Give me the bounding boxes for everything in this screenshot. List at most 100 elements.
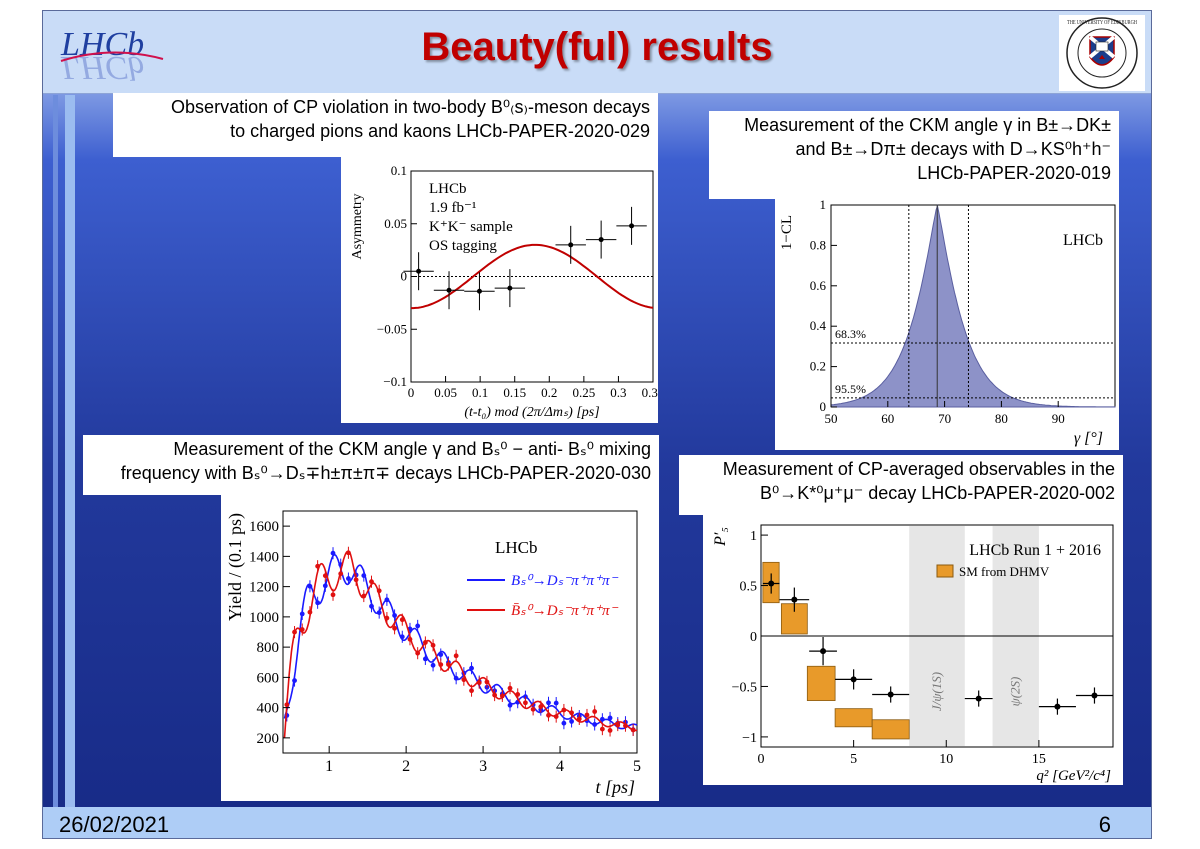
y-tick-label: −1 (742, 731, 757, 746)
data-point (607, 715, 613, 721)
data-point (598, 237, 604, 243)
x-tick-label: 70 (938, 411, 951, 426)
data-point (569, 710, 574, 716)
decorative-bar (65, 95, 75, 835)
mixing-chart: 1 2 3 4 5 200 400 600 800 1000 1200 1400 1600 LHCb Bₛ⁰… (225, 510, 641, 797)
x-tick-label: 0 (408, 385, 415, 400)
legend-title: LHCb (495, 538, 538, 557)
page-number: 6 (1098, 812, 1111, 837)
y-tick-label: 0 (401, 269, 408, 284)
slide: LHCb LHCb Beauty(ful) results THE UNIVER… (42, 10, 1152, 839)
caption-line: B⁰→K*⁰μ⁺μ⁻ decay LHCb-PAPER-2020-002 (760, 483, 1115, 503)
data-point (307, 583, 313, 589)
lhcb-logo-graphic: LHCb LHCb (60, 26, 164, 86)
data-point (569, 719, 574, 724)
legend-text: 1.9 fb⁻¹ (429, 200, 476, 216)
data-point (561, 720, 567, 726)
x-tick-label: 15 (1032, 752, 1046, 767)
data-point (430, 662, 436, 668)
data-point (299, 627, 305, 632)
data-point (515, 692, 521, 697)
x-tick-label: 50 (825, 411, 838, 426)
caption-line: Measurement of CP-averaged observables i… (722, 459, 1115, 479)
data-point (446, 662, 451, 667)
data-point (630, 727, 636, 733)
y-tick-label: 1000 (249, 610, 279, 626)
data-point (307, 609, 313, 615)
y-tick-label: 600 (257, 670, 280, 686)
y-tick-label: 0.6 (810, 278, 827, 293)
data-point (507, 702, 513, 708)
caption-line: Measurement of the CKM angle γ in B±→DK± (744, 115, 1111, 135)
header-band (43, 11, 1151, 94)
lhcb-logo: LHCb LHCb (51, 15, 171, 93)
x-tick-label: 1 (325, 758, 333, 775)
panel-1-plot: 0 0.05 0.1 0.15 0.2 0.25 0.3 0.35 −0.1 −0.05 0 0.05… (341, 157, 658, 423)
legend-text: LHCb (1063, 232, 1103, 249)
data-point (530, 706, 536, 712)
data-point (322, 583, 328, 589)
data-point (430, 642, 436, 648)
data-point (623, 723, 628, 729)
caption-line: to charged pions and kaons LHCb-PAPER-20… (230, 121, 650, 141)
data-point (399, 617, 405, 623)
data-point (553, 714, 559, 719)
gamma-chart: 68.3% 95.5% 50 60 70 80 90 0 0.2 0.4 0.6 0.8 1 LHCb γ … (779, 199, 1116, 447)
y-tick-label: 0 (750, 630, 757, 645)
x-tick-label: 0.15 (503, 385, 526, 400)
data-point (615, 722, 621, 728)
logo-reflection-text: LHCb (60, 49, 144, 86)
data-point (546, 712, 551, 718)
legend-label: B̄ₛ⁰→Dₛ⁻π⁺π⁺π⁻ (511, 603, 618, 619)
data-point (561, 707, 567, 713)
crest-graphic: THE UNIVERSITY OF EDINBURGH (1066, 17, 1138, 89)
x-axis-label: γ [°] (1074, 430, 1103, 447)
panel-4-plot: J/ψ(1S) ψ(2S) 0 5 10 15 −1 −0.5 0 0.5 1 LHCb Run 1 … (703, 515, 1123, 785)
x-tick-label: 3 (479, 758, 487, 775)
x-tick-label: 0.1 (472, 385, 488, 400)
sm-prediction-box (834, 708, 873, 728)
slide-title: Beauty(ful) results (421, 25, 773, 69)
legend-swatch (936, 564, 954, 578)
cl-area (830, 204, 1116, 408)
data-point (376, 610, 382, 615)
caption-line: frequency with Bₛ⁰→Dₛ∓h±π±π∓ decays LHCb… (120, 463, 651, 483)
legend-title: LHCb Run 1 + 2016 (969, 542, 1101, 559)
data-point (523, 694, 528, 700)
y-tick-label: 1200 (249, 580, 279, 596)
panel-1-caption: Observation of CP violation in two-body … (113, 93, 658, 157)
x-tick-label: 10 (939, 752, 953, 767)
x-tick-label: 0.3 (610, 385, 626, 400)
y-tick-label: 400 (257, 701, 280, 717)
data-point (469, 665, 474, 671)
data-point (346, 576, 351, 581)
x-tick-label: 0.05 (434, 385, 457, 400)
x-axis-label: t [ps] (595, 777, 635, 797)
university-crest: THE UNIVERSITY OF EDINBURGH (1059, 15, 1145, 91)
data-point (292, 678, 297, 683)
y-tick-label: 800 (257, 640, 280, 656)
y-axis-label: Asymmetry (350, 193, 365, 259)
asymmetry-chart: 0 0.05 0.1 0.15 0.2 0.25 0.3 0.35 −0.1 −0.05 0 0.05… (350, 163, 658, 420)
x-tick-label: 90 (1052, 411, 1065, 426)
data-point (330, 592, 336, 598)
y-tick-label: 1600 (249, 519, 279, 535)
cl-level-label: 95.5% (835, 382, 866, 396)
data-point (399, 634, 405, 640)
y-tick-label: 0.5 (740, 580, 758, 595)
data-point (820, 648, 827, 655)
y-tick-label: −0.05 (377, 321, 407, 336)
data-point (438, 652, 444, 657)
x-tick-label: 5 (633, 758, 641, 775)
legend-text: K⁺K⁻ sample (429, 219, 513, 235)
y-tick-label: 0.1 (391, 163, 407, 178)
legend-text: LHCb (429, 181, 467, 197)
plot-frame (282, 510, 638, 754)
cl-level-label: 68.3% (835, 327, 866, 341)
y-axis-label: 1−CL (779, 215, 795, 250)
y-tick-label: 0.2 (810, 359, 826, 374)
y-tick-label: −0.5 (732, 680, 757, 695)
data-point (369, 579, 374, 585)
data-point (507, 685, 513, 691)
veto-label: ψ(2S) (1008, 677, 1023, 707)
